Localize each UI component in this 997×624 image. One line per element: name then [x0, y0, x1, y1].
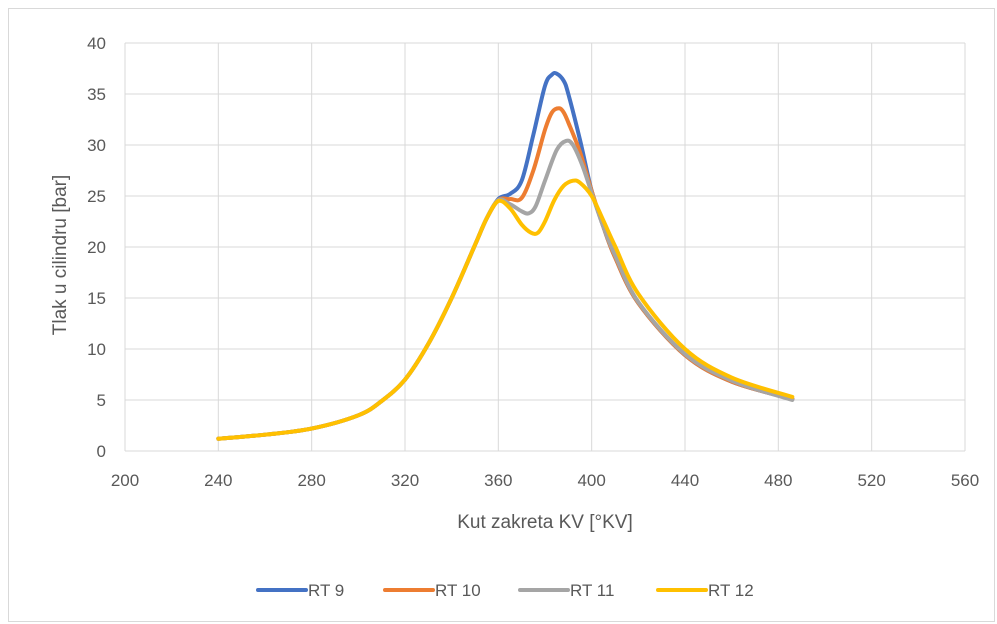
x-tick-label: 400	[577, 471, 605, 490]
y-tick-label: 5	[97, 391, 106, 410]
x-tick-label: 240	[204, 471, 232, 490]
legend-label: RT 10	[435, 581, 481, 600]
y-tick-label: 40	[87, 34, 106, 53]
y-tick-labels: 0 5 10 15 20 25 30 35 40	[87, 34, 106, 461]
y-tick-label: 25	[87, 187, 106, 206]
y-tick-label: 20	[87, 238, 106, 257]
legend-label: RT 11	[570, 581, 614, 600]
x-tick-label: 320	[391, 471, 419, 490]
series-line-2	[216, 106, 795, 441]
x-tick-label: 200	[111, 471, 139, 490]
x-tick-label: 440	[671, 471, 699, 490]
series-lines	[216, 70, 795, 441]
legend-label: RT 9	[308, 581, 344, 600]
series-line-4	[216, 178, 795, 441]
series-line-3	[216, 138, 795, 441]
x-tick-label: 360	[484, 471, 512, 490]
legend-label: RT 12	[708, 581, 754, 600]
chart-frame	[8, 8, 995, 622]
x-tick-labels: 200 240 280 320 360 400 440 480 520 560	[111, 471, 979, 490]
y-tick-label: 35	[87, 85, 106, 104]
x-axis-title: Kut zakreta KV [°KV]	[457, 512, 633, 533]
y-axis-title: Tlak u cilindru [bar]	[50, 175, 71, 336]
y-tick-label: 30	[87, 136, 106, 155]
x-tick-label: 280	[297, 471, 325, 490]
grid-lines	[124, 42, 966, 452]
legend: RT 9 RT 10 RT 11 RT 12	[256, 581, 754, 600]
y-tick-label: 10	[87, 340, 106, 359]
x-tick-label: 480	[764, 471, 792, 490]
x-tick-label: 520	[857, 471, 885, 490]
series-line-1	[216, 70, 795, 441]
x-tick-label: 560	[951, 471, 979, 490]
y-tick-label: 0	[97, 442, 106, 461]
y-tick-label: 15	[87, 289, 106, 308]
